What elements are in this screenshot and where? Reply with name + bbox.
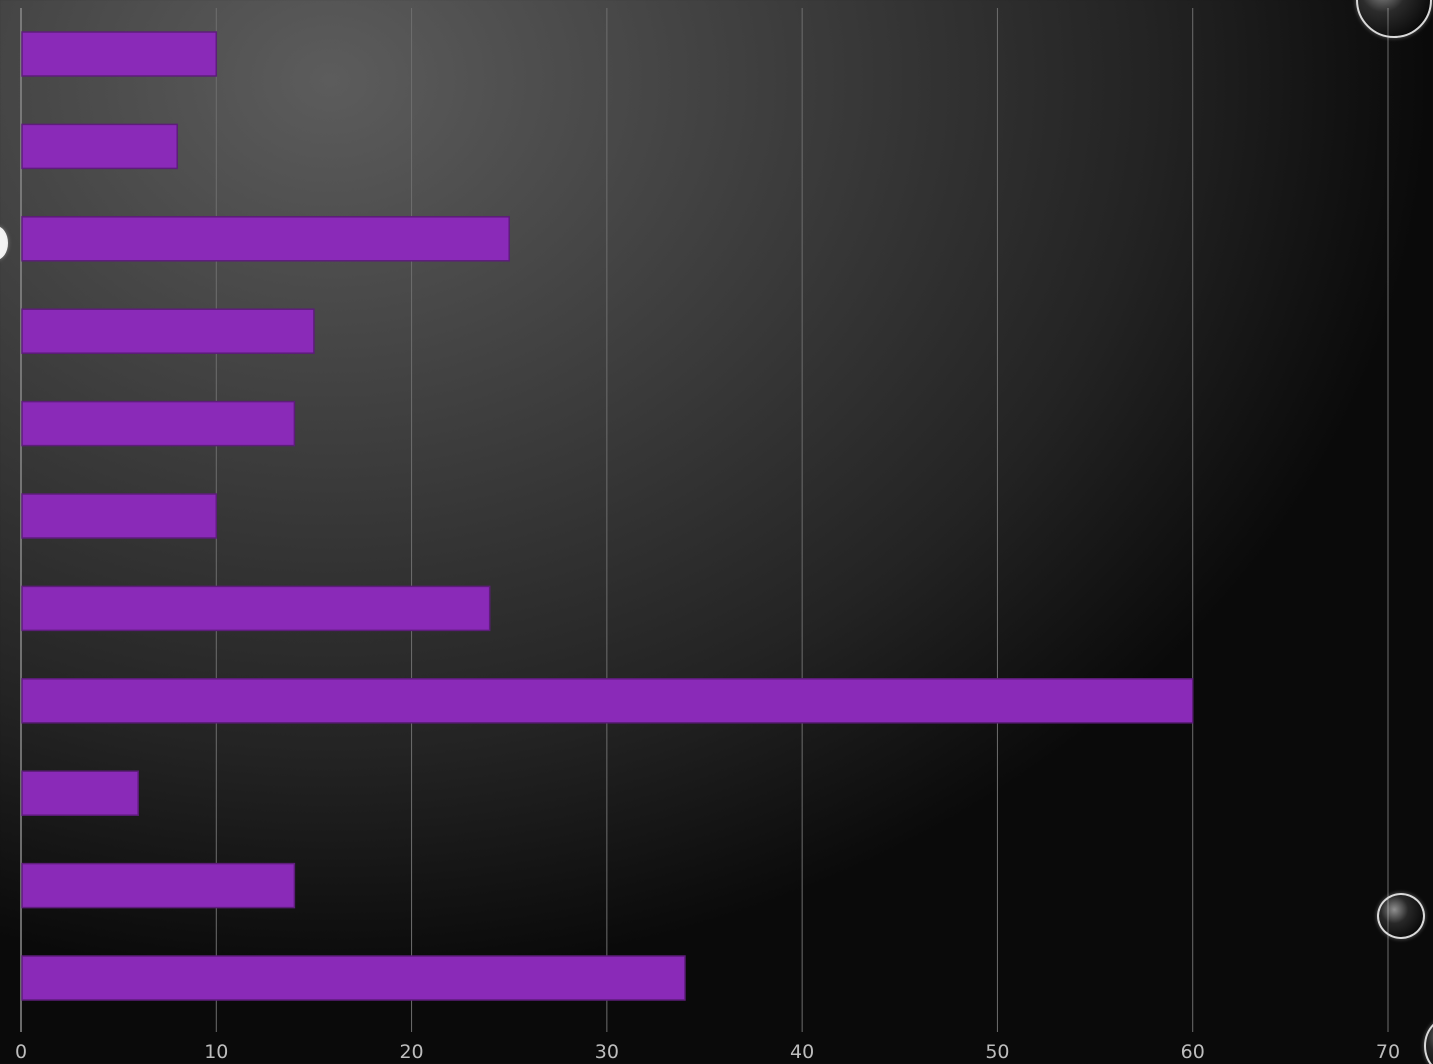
gridlines [20,8,1389,1032]
x-tick-label: 10 [204,1041,228,1063]
bar-3 [21,216,510,262]
x-tick-label: 50 [985,1041,1009,1063]
x-tick-label: 70 [1376,1041,1400,1063]
bars [21,31,1194,1001]
bar-5 [21,400,296,447]
bar-2 [21,123,178,170]
x-tick-label: 60 [1181,1041,1205,1063]
x-tick-label: 30 [595,1041,619,1063]
decorative-bubble-bottom-right [1377,893,1425,939]
x-tick-label: 40 [790,1041,814,1063]
bar-11 [21,955,686,1001]
x-tick-label: 0 [15,1041,27,1063]
bar-4 [21,308,315,354]
bar-1 [21,31,218,77]
bar-7 [21,585,491,632]
bar-6 [21,493,218,539]
bar-9 [21,770,139,816]
x-tick-label: 20 [399,1041,423,1063]
x-axis: 0 10 20 30 40 50 60 70 [15,1041,1400,1063]
bar-8 [21,678,1194,724]
bar-10 [21,862,296,909]
